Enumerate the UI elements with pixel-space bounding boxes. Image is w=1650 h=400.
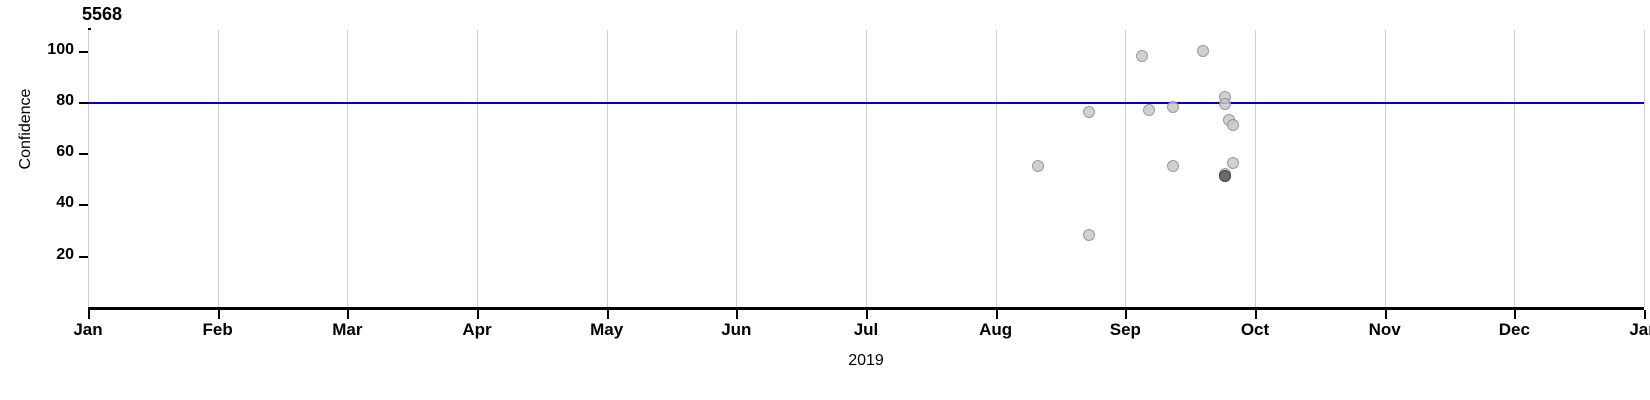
x-tick-label-feb-1: Feb: [202, 320, 233, 339]
data-point[interactable]: [1219, 98, 1232, 111]
y-tick-mark-40: [79, 204, 88, 206]
x-tick-label-sep-8: Sep: [1109, 320, 1141, 339]
gridline-may-4: [606, 30, 608, 307]
gridline-jul-6: [866, 30, 867, 307]
data-point[interactable]: [1219, 170, 1232, 183]
data-point[interactable]: [1167, 159, 1180, 172]
x-tick-label-dec-11: Dec: [1498, 320, 1530, 339]
data-point[interactable]: [1167, 100, 1180, 113]
chart-title: 5568: [82, 4, 123, 24]
x-tick-label-nov-10: Nov: [1368, 320, 1401, 339]
x-tick-mark-8: [1125, 310, 1128, 319]
x-tick-label-may-4: May: [590, 320, 624, 339]
gridline-jan-12: [1644, 30, 1645, 307]
y-tick-label-40: 40: [56, 194, 74, 211]
gridline-nov-10: [1384, 30, 1386, 307]
gridline-sep-8: [1125, 30, 1127, 307]
data-point[interactable]: [1226, 118, 1239, 131]
gridline-jun-5: [736, 30, 738, 307]
x-tick-mark-1: [217, 310, 220, 319]
x-tick-mark-12: [1644, 310, 1646, 319]
x-tick-label-oct-9: Oct: [1240, 320, 1270, 339]
x-tick-mark-3: [477, 310, 479, 319]
x-tick-mark-5: [736, 310, 739, 319]
x-tick-label-jan-12: Jan: [1629, 320, 1650, 339]
data-point[interactable]: [1226, 157, 1239, 170]
y-tick-label-100: 100: [47, 41, 74, 58]
data-point[interactable]: [1032, 159, 1045, 172]
y-tick-mark-60: [79, 153, 88, 155]
x-tick-label-jan-0: Jan: [73, 320, 103, 339]
y-tick-mark-80: [79, 102, 88, 104]
x-tick-mark-2: [347, 310, 350, 319]
data-point[interactable]: [1083, 229, 1096, 242]
x-tick-mark-11: [1514, 310, 1517, 319]
y-tick-label-20: 20: [56, 246, 74, 263]
y-tick-mark-100: [79, 51, 88, 53]
x-axis-label-year: 2019: [848, 352, 884, 369]
x-tick-mark-4: [606, 310, 609, 319]
gridline-dec-11: [1514, 30, 1516, 307]
y-tick-label-60: 60: [56, 143, 74, 160]
x-tick-mark-7: [995, 310, 998, 319]
x-tick-mark-9: [1255, 310, 1257, 319]
gridline-mar-2: [347, 30, 349, 307]
gridline-oct-9: [1255, 30, 1256, 307]
gridline-feb-1: [217, 30, 219, 307]
data-point[interactable]: [1197, 44, 1210, 57]
x-tick-label-mar-2: Mar: [332, 320, 363, 339]
gridline-apr-3: [477, 30, 478, 307]
x-tick-label-jun-5: Jun: [721, 320, 752, 339]
data-point[interactable]: [1136, 49, 1149, 62]
x-tick-label-aug-7: Aug: [979, 320, 1013, 339]
data-point[interactable]: [1083, 106, 1096, 119]
x-tick-label-jul-6: Jul: [853, 320, 879, 339]
y-tick-mark-20: [79, 256, 88, 258]
x-tick-mark-0: [88, 310, 90, 319]
y-axis-title: Confidence: [17, 88, 34, 170]
x-axis-line: [88, 307, 1644, 310]
x-tick-mark-10: [1384, 310, 1387, 319]
y-tick-label-80: 80: [56, 92, 74, 109]
gridline-aug-7: [995, 30, 997, 307]
plot-area: [88, 30, 1645, 307]
reference-line-threshold: [88, 101, 1644, 104]
gridline-jan-0: [88, 30, 89, 307]
data-point[interactable]: [1142, 103, 1155, 116]
x-tick-mark-6: [866, 310, 868, 319]
x-tick-label-apr-3: Apr: [462, 320, 492, 339]
